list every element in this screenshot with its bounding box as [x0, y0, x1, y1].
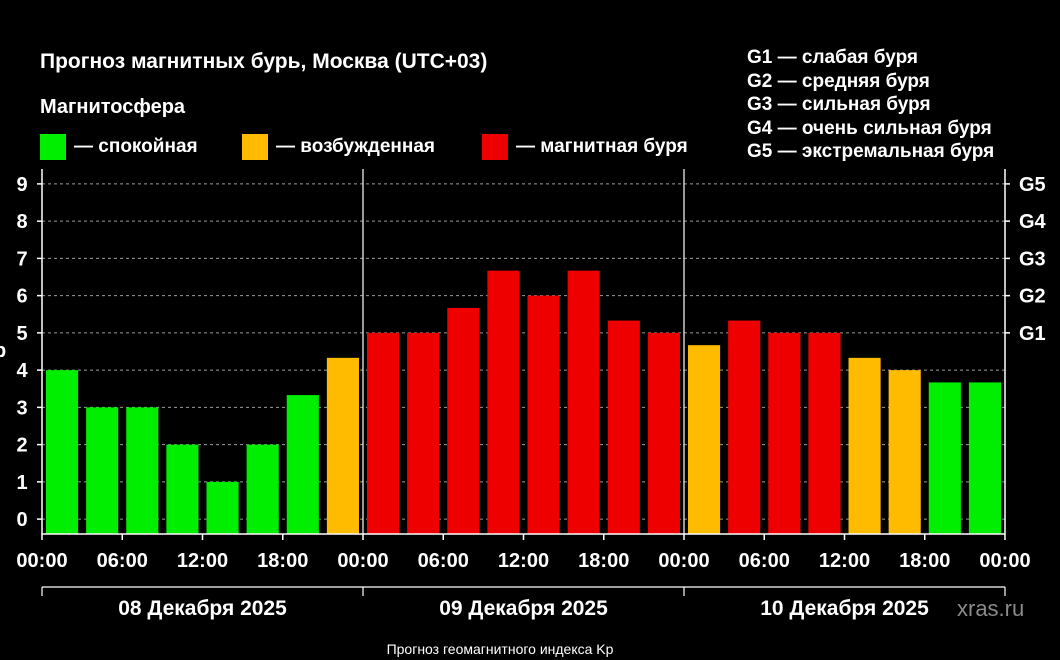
legend-label-quiet: — спокойная — [74, 136, 198, 157]
x-tick-label: 06:00 — [97, 550, 148, 572]
bar — [246, 444, 279, 534]
bar — [647, 332, 680, 534]
x-tick-label: 00:00 — [979, 550, 1030, 572]
g-tick-label: G5 — [1019, 174, 1046, 196]
x-tick-label: 18:00 — [899, 550, 950, 572]
bar — [326, 357, 359, 534]
legend-item-quiet: — спокойная — [40, 134, 198, 160]
x-tick-label: 00:00 — [16, 550, 67, 572]
legend-label-active: — возбужденная — [276, 136, 436, 157]
bar — [286, 395, 319, 534]
bar — [527, 295, 560, 534]
bar — [447, 307, 480, 534]
day-label: 10 Декабря 2025 — [760, 597, 929, 620]
bar — [46, 370, 79, 534]
x-tick-label: 18:00 — [257, 550, 308, 572]
y-tick-label: 0 — [16, 509, 27, 531]
y-tick-label: 2 — [16, 435, 27, 457]
x-tick-label: 06:00 — [739, 550, 790, 572]
bar — [688, 345, 721, 534]
g-tick-label: G4 — [1019, 211, 1047, 233]
bar — [567, 270, 600, 534]
bar — [607, 320, 640, 534]
g-tick-label: G2 — [1019, 286, 1046, 308]
g-scale-item-g5: G5 — экстремальная буря — [747, 141, 995, 162]
bar — [808, 332, 841, 534]
x-tick-label: 18:00 — [578, 550, 629, 572]
footnote: Прогноз геомагнитного индекса Kp — [386, 641, 614, 657]
y-tick-label: 5 — [16, 323, 27, 345]
y-tick-label: 3 — [16, 397, 27, 419]
x-tick-label: 00:00 — [658, 550, 709, 572]
x-tick-label: 00:00 — [337, 550, 388, 572]
day-label: 08 Декабря 2025 — [118, 597, 287, 620]
bar — [848, 357, 881, 534]
g-tick-label: G1 — [1019, 323, 1046, 345]
x-tick-label: 12:00 — [498, 550, 549, 572]
legend-swatch-storm — [482, 134, 508, 160]
x-tick-label: 12:00 — [177, 550, 228, 572]
legend-title: Магнитосфера — [40, 96, 186, 118]
y-axis-label-fragment: p — [0, 340, 7, 362]
legend-swatch-quiet — [40, 134, 66, 160]
bar — [728, 320, 761, 534]
legend-item-active: — возбужденная — [242, 134, 435, 160]
bar — [968, 382, 1001, 534]
bar — [206, 481, 239, 534]
bar — [126, 407, 159, 534]
y-tick-label: 7 — [16, 248, 27, 270]
bar — [768, 332, 801, 534]
g-tick-label: G3 — [1019, 248, 1046, 270]
x-tick-label: 12:00 — [819, 550, 870, 572]
g-scale-item-g4: G4 — очень сильная буря — [747, 117, 992, 139]
bar — [928, 382, 961, 534]
y-tick-label: 8 — [16, 211, 27, 233]
bar — [166, 444, 199, 534]
bar — [487, 270, 520, 534]
g-scale-legend: G1 — слабая буря G2 — средняя буря G3 — … — [747, 46, 994, 164]
y-tick-label: 4 — [16, 360, 28, 382]
bar — [888, 370, 921, 534]
legend-item-storm: — магнитная буря — [482, 134, 688, 160]
day-label: 09 Декабря 2025 — [439, 597, 608, 620]
y-tick-label: 6 — [16, 286, 27, 308]
bar — [86, 407, 119, 534]
y-tick-label: 9 — [16, 174, 27, 196]
g-scale-item-g1: G1 — слабая буря — [747, 47, 919, 68]
x-tick-label: 06:00 — [418, 550, 469, 572]
g-scale-item-g3: G3 — сильная буря — [747, 94, 931, 115]
y-tick-label: 1 — [16, 472, 27, 494]
bar — [367, 332, 400, 534]
watermark: xras.ru — [957, 596, 1025, 621]
bar — [407, 332, 440, 534]
legend-swatch-active — [242, 134, 268, 160]
chart-title: Прогноз магнитных бурь, Москва (UTC+03) — [40, 50, 488, 73]
legend-label-storm: — магнитная буря — [516, 136, 688, 157]
g-scale-item-g2: G2 — средняя буря — [747, 70, 930, 92]
